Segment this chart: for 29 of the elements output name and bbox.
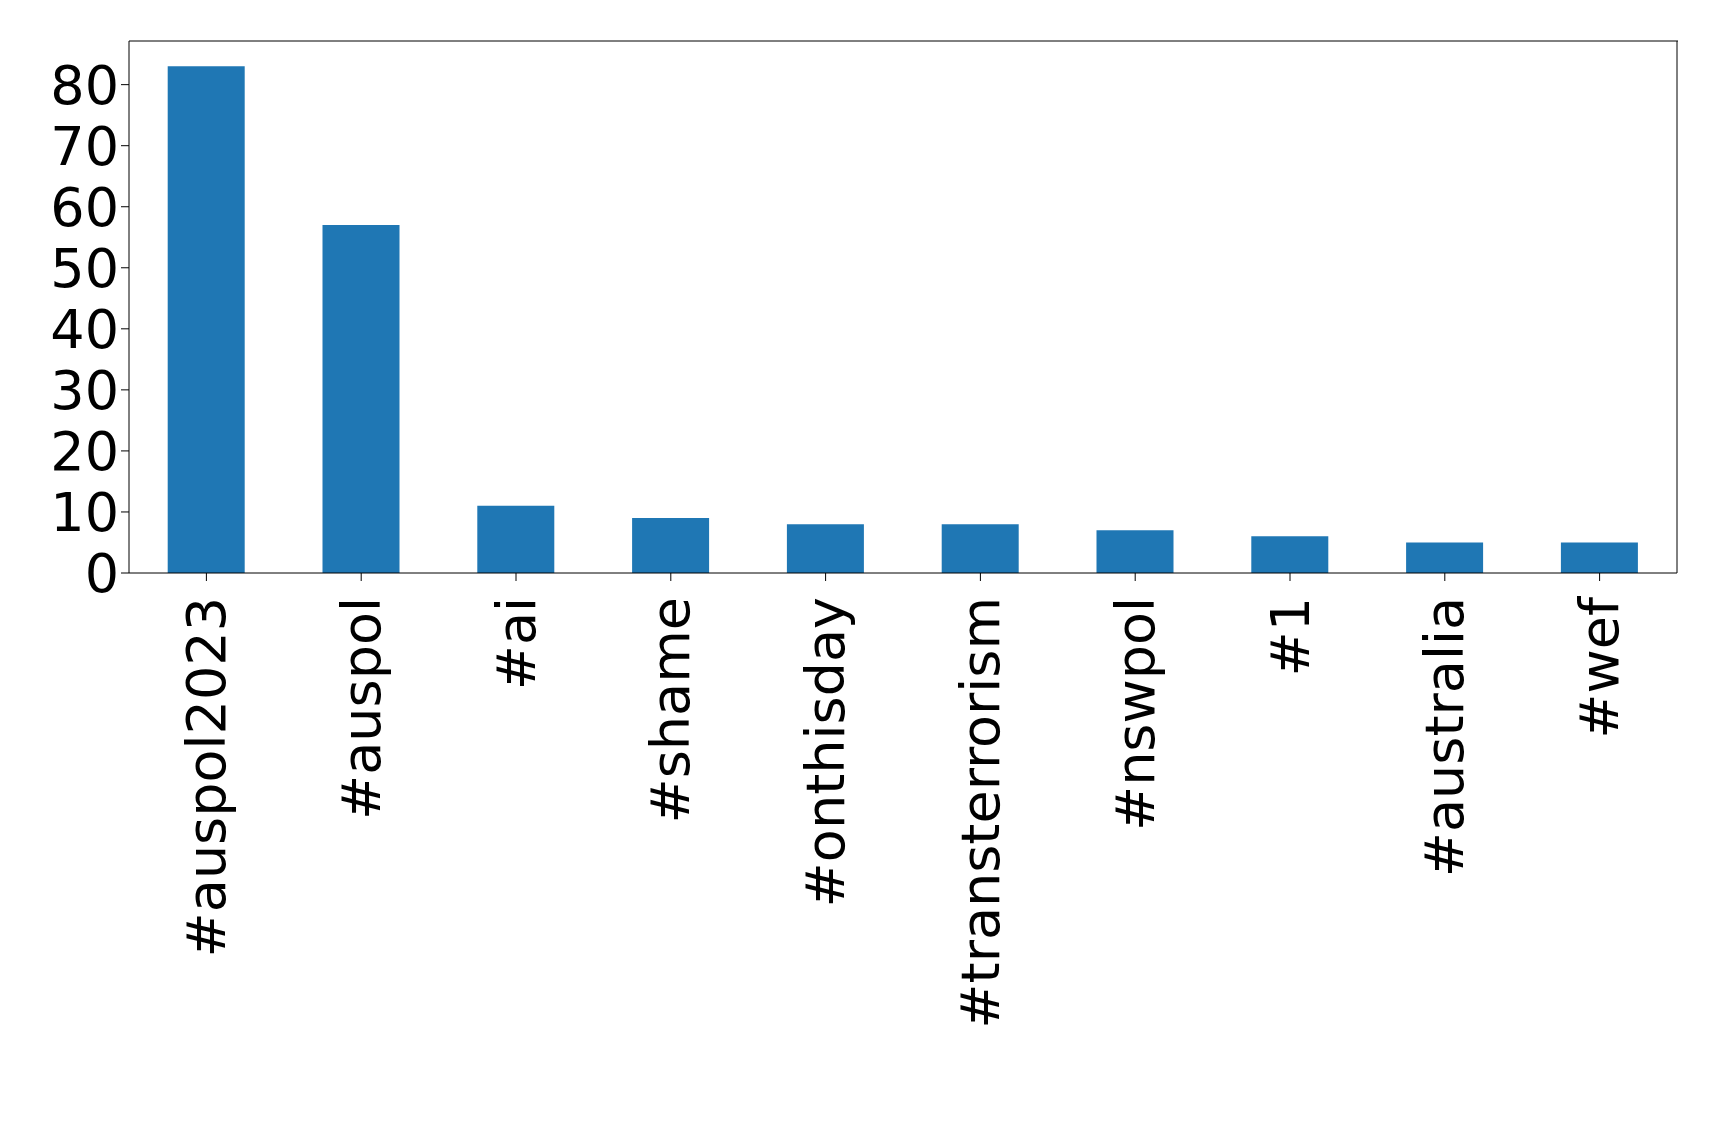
- y-tick-label: 40: [50, 297, 119, 361]
- bar: [941, 524, 1019, 573]
- x-tick-label: #shame: [639, 597, 703, 824]
- y-tick-label: 70: [50, 114, 119, 178]
- x-tick-label: #ai: [484, 597, 548, 691]
- y-tick-label: 0: [84, 542, 119, 606]
- bar: [786, 524, 864, 573]
- x-tick-label: #auspol2023: [174, 597, 238, 958]
- x-tick-label: #transterrorism: [948, 597, 1012, 1029]
- bar: [1406, 542, 1484, 573]
- bar: [322, 225, 400, 573]
- x-tick-label: #wef: [1568, 595, 1632, 739]
- bar: [1096, 530, 1174, 573]
- y-tick-label: 80: [50, 53, 119, 117]
- bar: [632, 518, 710, 573]
- bar: [1560, 542, 1638, 573]
- bar: [1251, 536, 1329, 573]
- x-tick-label: #nswpol: [1103, 597, 1167, 832]
- x-tick-label: #auspol: [329, 597, 393, 821]
- x-tick-label: #1: [1258, 597, 1322, 677]
- y-tick-label: 50: [50, 236, 119, 300]
- y-tick-label: 20: [50, 420, 119, 484]
- y-tick-label: 60: [50, 175, 119, 239]
- bar: [477, 505, 555, 573]
- y-tick-label: 10: [50, 481, 119, 545]
- bar: [167, 66, 245, 573]
- y-tick-label: 30: [50, 359, 119, 423]
- x-tick-label: #onthisday: [794, 597, 858, 908]
- x-tick-label: #australia: [1413, 597, 1477, 878]
